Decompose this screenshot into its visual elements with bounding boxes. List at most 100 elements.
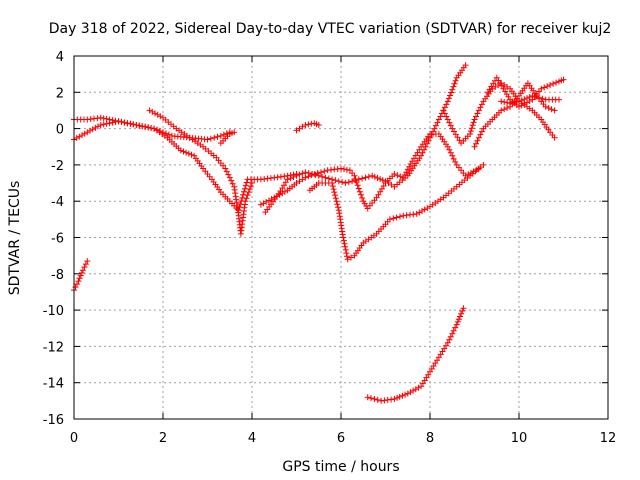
data-point [394, 394, 401, 401]
data-point [342, 180, 349, 186]
data-point [273, 193, 280, 200]
data-point [475, 107, 482, 114]
data-point [399, 392, 406, 399]
data-point [109, 119, 116, 126]
data-point [319, 173, 326, 180]
data-point [386, 216, 393, 223]
data-point [518, 97, 525, 104]
data-point [242, 182, 249, 189]
data-point [302, 169, 309, 176]
data-point [431, 125, 438, 132]
data-point [453, 321, 460, 328]
data-point [541, 84, 548, 91]
data-point [457, 313, 463, 320]
data-point [550, 80, 557, 87]
axes: 0 2 4 6 8 10 12 4 2 0 -2 -4 -6 -8 -10 -12 -14 -16 [43, 50, 617, 446]
data-point [478, 128, 485, 135]
data-point [393, 214, 400, 221]
data-point [311, 171, 318, 177]
y-tick-label: -16 [43, 413, 64, 428]
data-point [444, 339, 451, 346]
y-tick-label: -4 [51, 195, 64, 210]
y-tick-label: -6 [51, 232, 64, 247]
data-point [532, 93, 539, 100]
data-point [349, 178, 356, 185]
data-point [136, 122, 143, 129]
data-point [335, 178, 342, 185]
data-point [475, 134, 482, 141]
series-track-f [306, 161, 487, 263]
data-point [152, 110, 158, 117]
data-point [97, 122, 104, 128]
series-track-e [257, 131, 482, 212]
data-point [447, 122, 454, 129]
series-track-k [217, 129, 238, 147]
data-point [467, 128, 474, 135]
data-point [157, 113, 164, 120]
data-point [353, 179, 360, 186]
data-point [89, 126, 96, 133]
data-point [73, 135, 80, 141]
data-point [459, 308, 466, 314]
data-point [447, 149, 454, 156]
data-point [106, 120, 113, 127]
data-point [359, 195, 366, 201]
data-point [547, 82, 554, 88]
data-point [318, 169, 324, 176]
data-point [473, 113, 479, 120]
y-tick-label: -12 [43, 340, 64, 355]
data-point [339, 179, 346, 186]
series-track-c [146, 107, 255, 237]
data-point [223, 130, 230, 137]
data-point [368, 395, 374, 402]
data-point [470, 119, 477, 126]
data-point [305, 121, 312, 128]
data-point [521, 96, 528, 103]
data-point [257, 201, 264, 208]
data-point [342, 243, 349, 250]
data-point [391, 171, 398, 177]
data-point [293, 172, 300, 179]
data-point [115, 118, 122, 125]
data-point [451, 80, 458, 87]
data-point [474, 110, 481, 117]
data-point [446, 119, 453, 126]
data-point [374, 396, 381, 403]
data-point [447, 92, 453, 99]
data-point [75, 278, 82, 285]
data-point [145, 124, 152, 131]
data-point [112, 118, 119, 125]
data-point [299, 170, 306, 177]
data-point [118, 118, 125, 125]
data-point [447, 333, 454, 340]
data-point [79, 132, 85, 139]
data-point [556, 96, 562, 103]
data-point [471, 143, 478, 150]
data-point [211, 134, 218, 141]
data-point [448, 89, 455, 96]
data-point [263, 198, 270, 205]
data-point [290, 174, 297, 180]
data-point [130, 121, 137, 128]
data-point [407, 389, 414, 396]
data-point [516, 98, 522, 105]
data-point [390, 215, 397, 222]
y-tick-label: -2 [51, 159, 64, 174]
data-point [214, 133, 221, 140]
data-point [544, 83, 551, 90]
data-point [473, 140, 479, 147]
data-point [510, 99, 517, 106]
x-tick-label: 4 [248, 431, 256, 446]
data-point [302, 122, 309, 128]
data-point [450, 327, 457, 334]
y-tick-label: 2 [56, 86, 64, 101]
data-point [79, 267, 86, 274]
data-point [296, 171, 303, 178]
data-point [100, 121, 107, 128]
data-point [103, 120, 110, 127]
data-point [452, 324, 459, 331]
data-point [72, 284, 79, 291]
data-point [374, 175, 381, 181]
x-tick-label: 12 [600, 431, 617, 446]
